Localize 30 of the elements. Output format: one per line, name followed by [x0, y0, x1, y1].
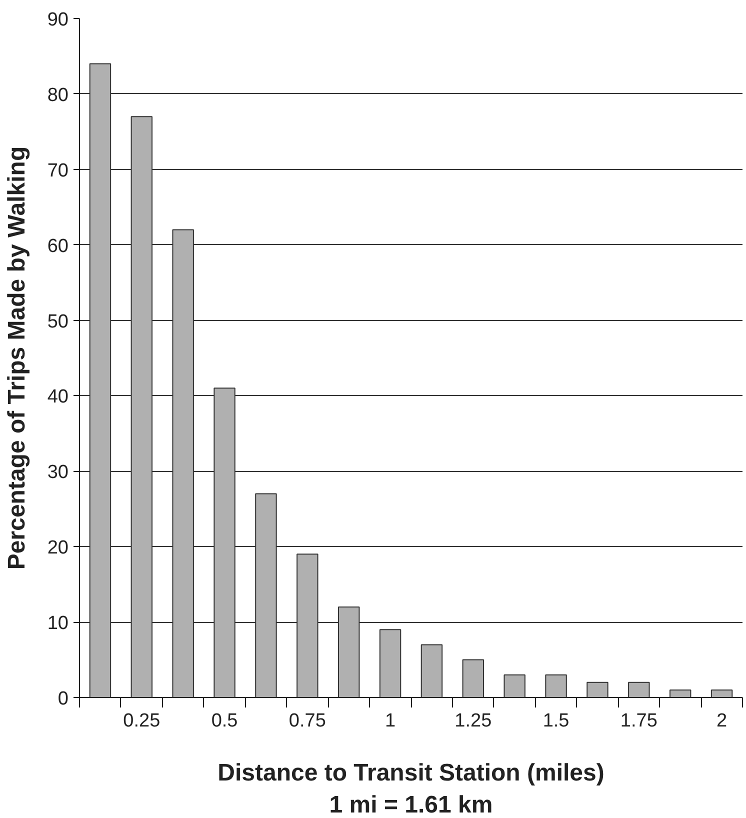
x-tick-label: 0.75: [288, 710, 326, 732]
y-tick-label: 0: [58, 688, 69, 710]
x-tick-label: 1.75: [620, 710, 658, 732]
bar: [379, 629, 402, 698]
x-tick-label: 1: [385, 710, 396, 732]
x-tick-label: 0.25: [123, 710, 160, 732]
x-tick-label: 0.5: [211, 710, 238, 732]
y-tick-label: 70: [47, 160, 69, 182]
y-tick-label: 90: [47, 10, 69, 30]
y-tick-label: 80: [47, 84, 69, 106]
y-axis-title: Percentage of Trips Made by Walking: [3, 146, 30, 570]
y-tick-label: 60: [47, 236, 69, 257]
y-tick-label: 10: [47, 613, 69, 634]
bar: [586, 682, 608, 698]
bar: [420, 644, 443, 698]
bar: [710, 689, 733, 698]
y-tick-label: 50: [47, 311, 69, 332]
bar: [628, 682, 650, 698]
x-tick-label: 1.25: [454, 710, 492, 732]
y-tick-label: 20: [47, 538, 69, 559]
x-tick-label: 2: [716, 710, 728, 732]
x-axis-title: Distance to Transit Station (miles): [218, 760, 604, 786]
bar: [462, 659, 484, 698]
bar: [545, 674, 567, 698]
y-tick-label: 40: [47, 386, 69, 408]
bar: [504, 674, 526, 698]
bar: [669, 689, 692, 698]
y-tick-label: 30: [47, 462, 69, 484]
text: 1 mi = 1.61 km: [329, 792, 493, 818]
x-tick-label: 1.5: [542, 710, 570, 732]
